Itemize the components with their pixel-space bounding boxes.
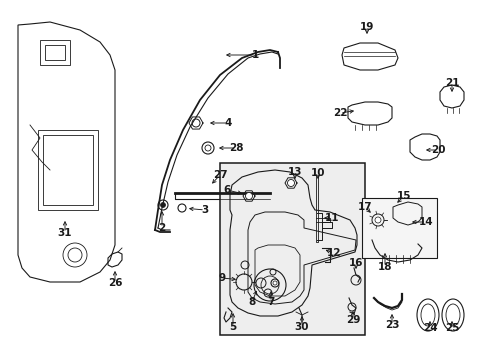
Text: 20: 20 xyxy=(430,145,445,155)
Text: 28: 28 xyxy=(228,143,243,153)
Circle shape xyxy=(245,193,252,199)
Text: 21: 21 xyxy=(444,78,458,88)
Bar xyxy=(175,193,269,199)
Text: 1: 1 xyxy=(251,50,258,60)
Text: 23: 23 xyxy=(384,320,398,330)
Text: 18: 18 xyxy=(377,262,391,272)
Text: 25: 25 xyxy=(444,323,458,333)
Text: 24: 24 xyxy=(422,323,436,333)
Text: 5: 5 xyxy=(229,322,236,332)
Bar xyxy=(38,130,98,210)
Text: 8: 8 xyxy=(248,297,255,307)
Text: 9: 9 xyxy=(218,273,225,283)
Text: 22: 22 xyxy=(332,108,346,118)
Text: 27: 27 xyxy=(212,170,227,180)
Bar xyxy=(45,45,65,60)
Text: 12: 12 xyxy=(326,248,341,258)
Circle shape xyxy=(374,217,380,223)
Bar xyxy=(220,163,364,335)
Text: 17: 17 xyxy=(357,202,371,212)
Text: 19: 19 xyxy=(359,22,373,32)
Text: 10: 10 xyxy=(310,168,325,178)
Text: 3: 3 xyxy=(201,205,208,215)
Text: 6: 6 xyxy=(223,185,230,195)
Circle shape xyxy=(192,119,200,127)
Text: 11: 11 xyxy=(324,213,339,223)
Text: 16: 16 xyxy=(348,258,363,268)
Text: 14: 14 xyxy=(418,217,432,227)
Text: 30: 30 xyxy=(294,322,308,332)
Text: 26: 26 xyxy=(107,278,122,288)
Text: 29: 29 xyxy=(345,315,360,325)
Circle shape xyxy=(287,180,294,186)
Circle shape xyxy=(272,281,276,285)
Circle shape xyxy=(160,202,165,207)
Text: 2: 2 xyxy=(158,223,165,233)
Text: 4: 4 xyxy=(224,118,231,128)
Text: 15: 15 xyxy=(396,191,410,201)
Text: 31: 31 xyxy=(58,228,72,238)
Bar xyxy=(40,40,70,65)
Text: 7: 7 xyxy=(267,297,274,307)
Text: 13: 13 xyxy=(287,167,302,177)
Bar xyxy=(361,198,436,258)
Bar xyxy=(43,135,93,205)
